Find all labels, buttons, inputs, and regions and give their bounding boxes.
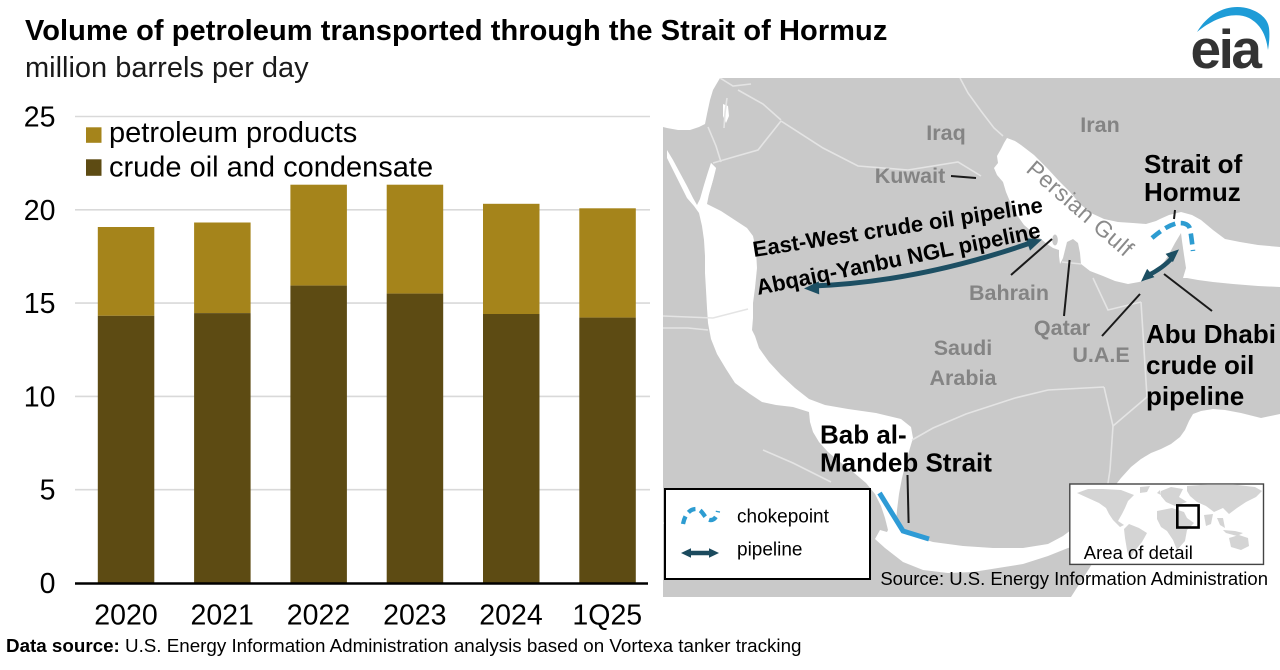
svg-text:chokepoint: chokepoint (737, 507, 830, 528)
svg-text:Area of detail: Area of detail (1084, 542, 1193, 563)
svg-text:petroleum products: petroleum products (109, 117, 357, 149)
svg-text:Hormuz: Hormuz (1144, 177, 1241, 207)
svg-text:2020: 2020 (94, 600, 157, 632)
svg-text:crude oil: crude oil (1146, 350, 1254, 380)
svg-text:Kuwait: Kuwait (875, 164, 945, 188)
svg-text:5: 5 (40, 475, 56, 507)
svg-text:20: 20 (24, 195, 56, 227)
svg-text:crude oil and condensate: crude oil and condensate (109, 152, 433, 184)
svg-text:2024: 2024 (479, 600, 543, 632)
svg-text:Arabia: Arabia (930, 366, 998, 390)
svg-text:Strait of: Strait of (1144, 149, 1243, 179)
svg-text:Abu Dhabi: Abu Dhabi (1146, 319, 1276, 349)
svg-text:Bab al-: Bab al- (820, 420, 907, 450)
svg-text:eia: eia (1191, 18, 1263, 74)
svg-text:0: 0 (40, 568, 56, 600)
svg-text:25: 25 (24, 102, 56, 134)
svg-text:10: 10 (24, 381, 56, 413)
svg-text:Source: U.S. Energy Informatio: Source: U.S. Energy Information Administ… (880, 568, 1268, 589)
svg-text:Iran: Iran (1080, 113, 1119, 137)
svg-text:15: 15 (24, 288, 56, 320)
svg-text:Mandeb Strait: Mandeb Strait (820, 448, 992, 478)
svg-text:Bahrain: Bahrain (969, 281, 1049, 305)
svg-text:Qatar: Qatar (1034, 316, 1091, 340)
svg-text:Iraq: Iraq (926, 121, 965, 145)
svg-text:U.A.E: U.A.E (1072, 343, 1129, 367)
svg-text:1Q25: 1Q25 (572, 600, 642, 632)
svg-text:pipeline: pipeline (1146, 381, 1244, 411)
svg-text:2021: 2021 (190, 600, 253, 632)
svg-text:2022: 2022 (287, 600, 350, 632)
svg-text:2023: 2023 (383, 600, 446, 632)
svg-text:pipeline: pipeline (737, 540, 803, 561)
svg-text:Saudi: Saudi (934, 336, 993, 360)
